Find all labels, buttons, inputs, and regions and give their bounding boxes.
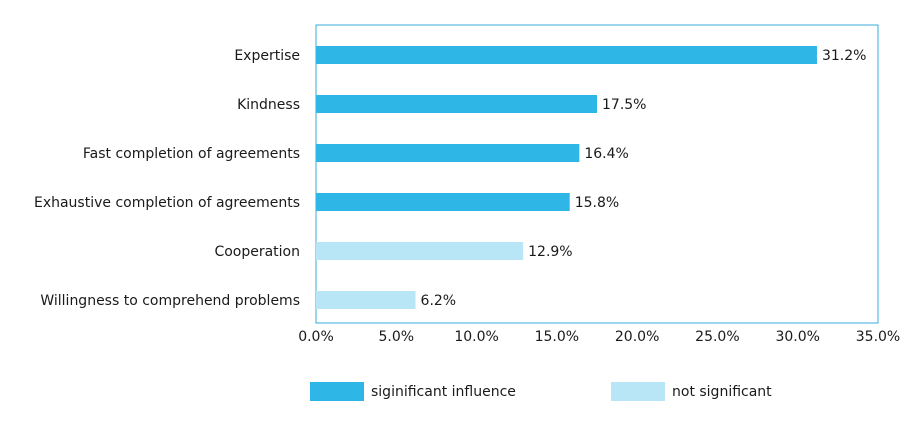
value-label: 17.5% — [602, 97, 646, 113]
plot-frame — [315, 24, 879, 324]
bar-0 — [316, 46, 817, 64]
value-label: 12.9% — [528, 244, 572, 260]
value-labels: 31.2% 17.5% 16.4% 15.8% 12.9% 6.2% — [421, 48, 867, 309]
x-tick-label: 15.0% — [535, 329, 579, 345]
bars-group — [316, 46, 817, 309]
value-label: 15.8% — [575, 195, 619, 211]
legend-swatch — [611, 382, 665, 401]
bar-4 — [316, 242, 524, 260]
x-tick-label: 25.0% — [695, 329, 739, 345]
x-axis-ticks: 0.0% 5.0% 10.0% 15.0% 20.0% 25.0% 30.0% 35.0% — [298, 329, 900, 345]
x-tick-label: 0.0% — [298, 329, 334, 345]
category-label: Exhaustive completion of agreements — [34, 195, 300, 211]
category-label: Kindness — [237, 97, 300, 113]
legend: siginificant influence not significant — [310, 382, 772, 401]
value-label: 6.2% — [421, 293, 457, 309]
x-tick-label: 10.0% — [454, 329, 498, 345]
category-label: Cooperation — [214, 244, 300, 260]
legend-label: not significant — [672, 384, 772, 400]
bar-1 — [316, 95, 597, 113]
category-label: Expertise — [234, 48, 300, 64]
value-label: 31.2% — [822, 48, 866, 64]
bar-2 — [316, 144, 580, 162]
category-label: Fast completion of agreements — [83, 146, 300, 162]
bar-5 — [316, 291, 416, 309]
x-tick-label: 35.0% — [856, 329, 900, 345]
bar-3 — [316, 193, 570, 211]
value-label: 16.4% — [584, 146, 628, 162]
category-labels: Expertise Kindness Fast completion of agre… — [34, 48, 300, 309]
legend-label: siginificant influence — [371, 384, 516, 400]
x-tick-label: 20.0% — [615, 329, 659, 345]
x-tick-label: 5.0% — [378, 329, 414, 345]
category-label: Willingness to comprehend problems — [40, 293, 300, 309]
x-tick-label: 30.0% — [775, 329, 819, 345]
legend-swatch — [310, 382, 364, 401]
